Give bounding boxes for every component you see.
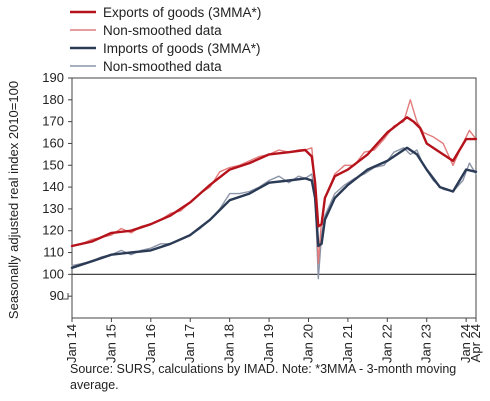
x-tick-label: Jan 22: [379, 324, 394, 363]
x-tick-label: Jan 20: [300, 324, 315, 363]
y-tick-label: 180: [42, 92, 64, 107]
legend-label: Imports of goods (3MMA*): [103, 41, 261, 56]
x-tick-label: Jan 19: [261, 324, 276, 363]
source-note: Source: SURS, calculations by IMAD. Note…: [70, 362, 457, 392]
x-tick-label: Jan 21: [340, 324, 355, 363]
x-tick-label: Jan 18: [222, 324, 237, 363]
axis-break-mark: [62, 293, 69, 300]
series-line-3: [71, 147, 477, 280]
y-tick-label: 150: [42, 157, 64, 172]
y-tick-label: 100: [42, 266, 64, 281]
x-tick-label: Jan 14: [64, 324, 79, 363]
y-axis-label: Seasonally adjusted real index 2010=100: [6, 81, 21, 319]
x-tick-label: Apr 24: [468, 324, 483, 362]
legend: Exports of goods (3MMA*) Non-smoothed dat…: [70, 5, 261, 74]
series-line-0: [70, 116, 478, 248]
x-tick-label: Jan 16: [143, 324, 158, 363]
x-tick-label: Jan 24: [458, 324, 473, 363]
legend-label: Non-smoothed data: [103, 59, 222, 74]
x-tick-label: Jan 17: [182, 324, 197, 363]
y-tick-label: 130: [42, 201, 64, 216]
series-lines: [70, 99, 478, 280]
y-tick-label: 110: [43, 245, 64, 260]
y-tick-label: 160: [42, 135, 64, 150]
y-tick-label: 120: [42, 223, 64, 238]
legend-label: Exports of goods (3MMA*): [103, 5, 261, 20]
y-tick-label: 140: [42, 179, 64, 194]
y-tick-label: 170: [42, 114, 64, 129]
y-axis: 90 100 110 120 130 140 150 160 170 180 190: [42, 70, 72, 303]
x-tick-label: Jan 15: [103, 324, 118, 363]
y-tick-label: 190: [42, 70, 64, 85]
x-tick-label: Jan 23: [419, 324, 434, 363]
y-tick-label: 90: [50, 288, 64, 303]
x-axis: Jan 14 Jan 15 Jan 16 Jan 17 Jan 18 Jan 19 Jan …: [64, 318, 483, 363]
series-line-2: [70, 146, 478, 269]
legend-label: Non-smoothed data: [103, 23, 222, 38]
plot-frame: [71, 77, 477, 319]
